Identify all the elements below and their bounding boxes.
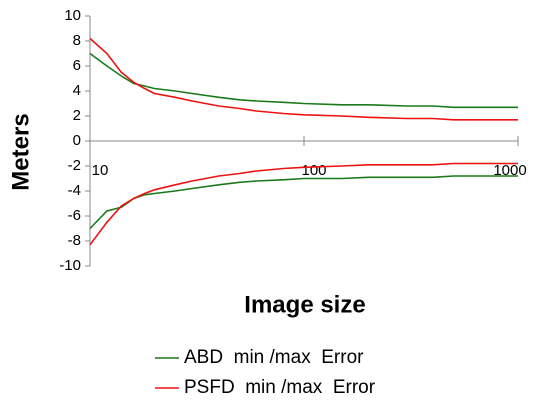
series-line	[89, 162, 518, 246]
legend-label: ABD min /max Error	[184, 347, 364, 368]
y-tick-label: 8	[73, 32, 81, 49]
y-tick-label: -6	[68, 207, 81, 224]
y-axis-title: Meters	[7, 113, 34, 190]
series-line	[89, 175, 518, 230]
x-axis-title: Image size	[244, 291, 365, 318]
y-tick-label: 10	[64, 7, 81, 24]
y-tick-label: 2	[73, 107, 81, 124]
series-line	[89, 37, 518, 121]
x-tick-label: 10	[92, 162, 109, 179]
y-tick-label: 0	[73, 132, 81, 149]
y-tick-label: -4	[68, 182, 81, 199]
y-tick-label: -2	[68, 157, 81, 174]
x-tick-label: 1000	[493, 162, 526, 179]
y-tick-label: 4	[73, 82, 81, 99]
y-tick-label: 6	[73, 57, 81, 74]
y-tick-label: -8	[68, 232, 81, 249]
y-tick-label: -10	[59, 257, 81, 274]
legend-label: PSFD min /max Error	[184, 377, 376, 398]
x-tick-label: 100	[301, 162, 326, 179]
series-line	[89, 52, 518, 109]
